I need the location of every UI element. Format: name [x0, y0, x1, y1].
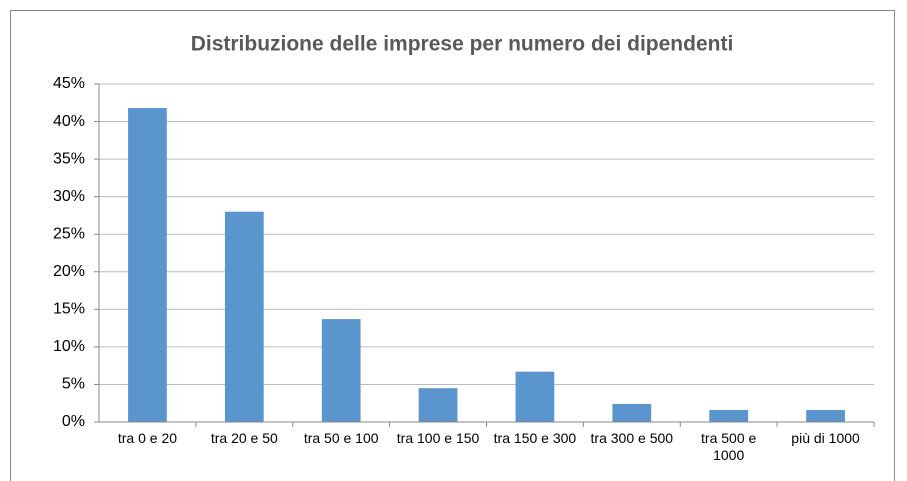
bar — [418, 388, 458, 422]
y-tick-label: 5% — [62, 376, 85, 393]
bar — [321, 319, 361, 422]
y-tick-label: 40% — [53, 113, 85, 130]
x-tick-label: tra 20 e 50 — [210, 430, 278, 446]
bar — [224, 211, 264, 422]
y-tick-label: 35% — [53, 150, 85, 167]
y-tick-label: 30% — [53, 188, 85, 205]
y-tick-label: 10% — [53, 338, 85, 355]
y-tick-label: 15% — [53, 301, 85, 318]
bar — [515, 371, 555, 422]
x-tick-label: tra 0 e 20 — [117, 430, 178, 446]
bar — [128, 108, 167, 422]
x-tick-label: tra 150 e 300 — [493, 430, 577, 446]
y-tick-label: 0% — [62, 413, 85, 430]
bar — [709, 409, 749, 422]
chart-frame — [10, 10, 895, 481]
x-tick-label: più di 1000 — [791, 430, 860, 446]
x-tick-label: tra 300 e 500 — [590, 430, 674, 446]
bar — [806, 409, 845, 422]
bar — [612, 403, 652, 422]
x-tick-label: tra 100 e 150 — [396, 430, 480, 446]
y-tick-label: 25% — [53, 225, 85, 242]
chart-title: Distribuzione delle imprese per numero d… — [191, 33, 734, 56]
x-tick-label: tra 50 e 100 — [303, 430, 379, 446]
y-tick-label: 45% — [53, 75, 85, 92]
x-tick-label: tra 500 e 1000 — [701, 430, 757, 463]
y-tick-label: 20% — [53, 263, 85, 280]
